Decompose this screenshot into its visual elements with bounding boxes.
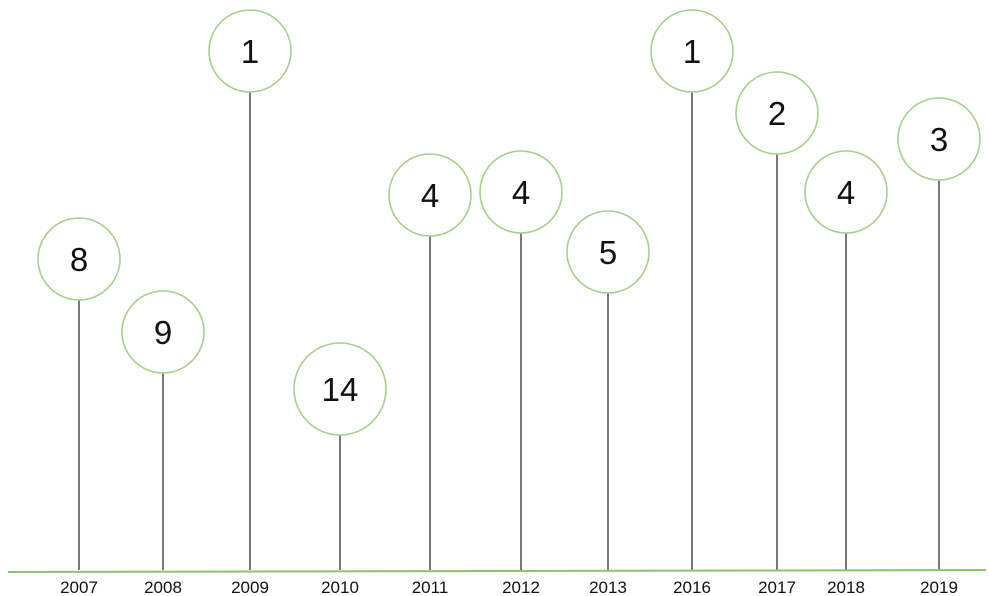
bubble-2010 bbox=[293, 342, 387, 436]
value-label-2017: 2 bbox=[768, 95, 786, 132]
x-axis-baseline bbox=[7, 569, 987, 573]
stems-group bbox=[78, 92, 940, 570]
value-label-2016: 1 bbox=[683, 33, 701, 70]
x-tick-label-2010: 2010 bbox=[321, 578, 359, 596]
bubble-2019 bbox=[897, 97, 981, 181]
x-tick-label-2009: 2009 bbox=[231, 578, 269, 596]
bubble-2013 bbox=[566, 210, 650, 294]
x-tick-label-2008: 2008 bbox=[144, 578, 182, 596]
x-tick-label-2011: 2011 bbox=[412, 578, 449, 596]
x-tick-label-2017: 2017 bbox=[758, 578, 796, 596]
value-label-2019: 3 bbox=[930, 121, 948, 158]
value-label-2007: 8 bbox=[70, 241, 88, 278]
value-label-2012: 4 bbox=[512, 174, 530, 211]
value-label-2013: 5 bbox=[599, 234, 617, 271]
value-label-2008: 9 bbox=[154, 314, 172, 351]
bubbles-group: 8 9 1 14 4 4 5 1 2 4 3 bbox=[37, 9, 981, 436]
x-axis-labels: 2007 2008 2009 2010 2011 2012 2013 2016 2017 2018… bbox=[60, 578, 958, 596]
x-tick-label-2016: 2016 bbox=[673, 578, 711, 596]
x-tick-label-2018: 2018 bbox=[827, 578, 865, 596]
bubble-2016 bbox=[650, 9, 734, 93]
bubble-2009 bbox=[208, 9, 292, 93]
value-label-2009: 1 bbox=[241, 33, 259, 70]
x-tick-label-2007: 2007 bbox=[60, 578, 98, 596]
x-tick-label-2013: 2013 bbox=[589, 578, 627, 596]
bubble-2012 bbox=[479, 150, 563, 234]
bubble-2008 bbox=[121, 290, 205, 374]
bubble-2011 bbox=[388, 153, 472, 237]
value-label-2011: 4 bbox=[421, 177, 439, 214]
bubble-2007 bbox=[37, 217, 121, 301]
x-tick-label-2019: 2019 bbox=[920, 578, 958, 596]
x-tick-label-2012: 2012 bbox=[502, 578, 540, 596]
bubble-2018 bbox=[804, 150, 888, 234]
value-label-2010: 14 bbox=[322, 371, 359, 408]
bubble-2017 bbox=[735, 71, 819, 155]
value-label-2018: 4 bbox=[837, 174, 855, 211]
